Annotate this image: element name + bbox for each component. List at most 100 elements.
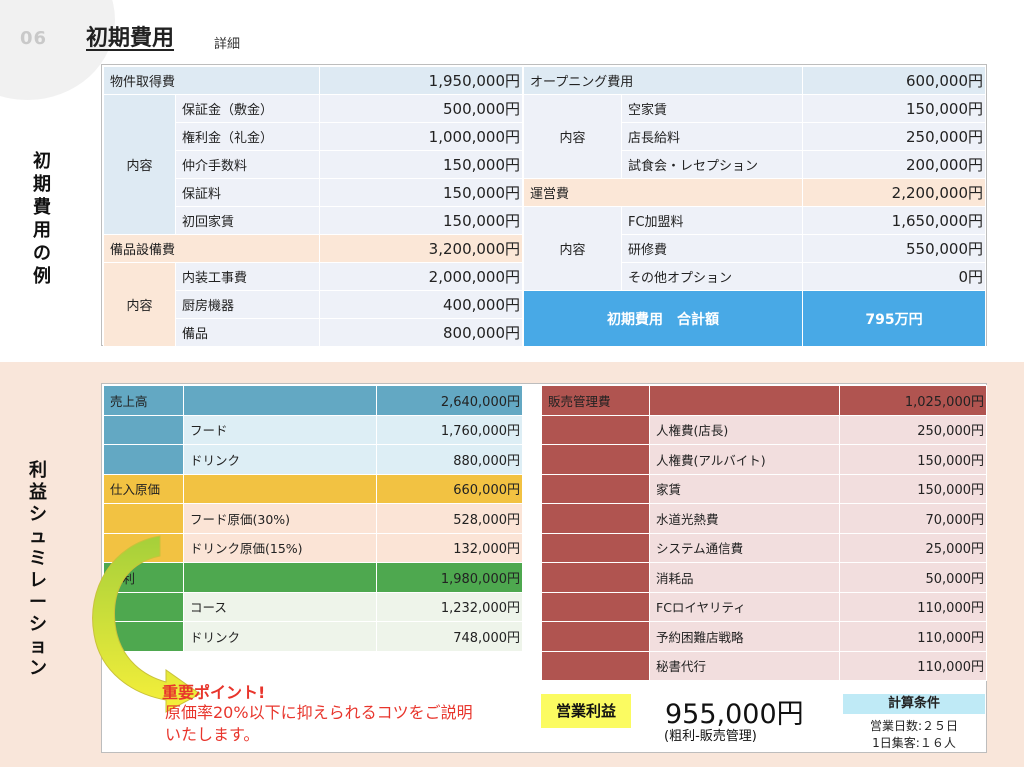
gross-profit-value: 1,980,000円 xyxy=(376,562,523,593)
table-row: 仕入原価 660,000円 xyxy=(103,473,523,504)
item-value: 0円 xyxy=(802,262,987,291)
item-label: 予約困難店戦略 xyxy=(649,621,840,652)
empty-cell xyxy=(541,532,650,563)
sga-value: 1,025,000円 xyxy=(839,385,987,416)
item-label: フード原価(30%) xyxy=(183,503,377,534)
operating-cost-label: 運営費 xyxy=(522,178,804,207)
item-value: 880,000円 xyxy=(376,444,523,475)
item-value: 25,000円 xyxy=(839,532,987,563)
empty-cell xyxy=(183,473,377,504)
item-value: 50,000円 xyxy=(839,562,987,593)
side-label-char: 用 xyxy=(33,220,51,241)
item-label: 仲介手数料 xyxy=(174,150,321,179)
point-line-1: 原価率20%以下に抑えられるコツをご説明 xyxy=(165,703,473,722)
gross-profit-label: 粗利 xyxy=(103,562,184,593)
item-label: 保証料 xyxy=(174,178,321,207)
sales-table: 売上高 2,640,000円 フード 1,760,000円 ドリンク 880,0… xyxy=(103,385,523,652)
side-label-char: 例 xyxy=(33,266,51,287)
sales-label: 売上高 xyxy=(103,385,184,416)
item-label: FC加盟料 xyxy=(620,206,804,235)
item-label: FCロイヤリティ xyxy=(649,591,840,622)
table-row: 家賃 150,000円 xyxy=(541,473,987,504)
item-label: 店長給料 xyxy=(620,122,804,151)
table-row: 内容 空家賃 150,000円 xyxy=(523,94,987,179)
item-value: 1,232,000円 xyxy=(376,591,523,622)
initial-cost-right-table: オープニング費用 600,000円 内容 空家賃 150,000円 店長給料 2… xyxy=(522,66,987,347)
item-label: 研修費 xyxy=(620,234,804,263)
table-row: 初回家賃 150,000円 xyxy=(103,206,524,235)
item-label: 消耗品 xyxy=(649,562,840,593)
operating-group-label: 内容 xyxy=(523,206,622,291)
side-label-char: の xyxy=(33,243,51,264)
acquisition-group-label: 内容 xyxy=(103,94,176,235)
empty-cell xyxy=(541,562,650,593)
empty-cell xyxy=(541,414,650,445)
table-row: 消耗品 50,000円 xyxy=(541,562,987,593)
item-label: 家賃 xyxy=(649,473,840,504)
opening-group-label: 内容 xyxy=(523,94,622,179)
table-row: FCロイヤリティ 110,000円 xyxy=(541,591,987,622)
sga-table: 販売管理費 1,025,000円 人権費(店長) 250,000円 人権費(アルバ… xyxy=(541,385,987,681)
item-value: 2,000,000円 xyxy=(319,262,524,291)
item-label: 人権費(店長) xyxy=(649,414,840,445)
item-value: 150,000円 xyxy=(319,206,524,235)
item-label: 内装工事費 xyxy=(174,262,321,291)
cost-label: 仕入原価 xyxy=(103,473,184,504)
item-label: 秘書代行 xyxy=(649,650,840,681)
item-label: 権利金（礼金） xyxy=(174,122,321,151)
page-title: 初期費用 xyxy=(86,26,175,51)
total-row: 初期費用 合計額 795万円 xyxy=(522,290,987,347)
side-label-char: シ xyxy=(29,504,47,525)
point-line-2: いたします。 xyxy=(165,725,260,744)
table-row: フード 1,760,000円 xyxy=(103,414,523,445)
table-row: ドリンク 748,000円 xyxy=(103,621,523,652)
sga-label: 販売管理費 xyxy=(541,385,650,416)
table-row: 内容 保証金（敷金） 500,000円 xyxy=(103,94,524,235)
profit-simulation-side-label: 利益シュミレーション xyxy=(26,460,50,680)
side-label-char: 費 xyxy=(33,197,51,218)
item-value: 528,000円 xyxy=(376,503,523,534)
table-row: 内容 FC加盟料 1,650,000円 xyxy=(523,206,987,291)
table-row: 水道光熱費 70,000円 xyxy=(541,503,987,534)
item-label: 厨房機器 xyxy=(174,290,321,319)
conditions-line-2: 1日集客:１６人 xyxy=(872,736,956,750)
item-value: 110,000円 xyxy=(839,621,987,652)
side-label-char: シ xyxy=(29,614,47,635)
item-value: 400,000円 xyxy=(319,290,524,319)
item-value: 1,000,000円 xyxy=(319,122,524,151)
page-number: 06 xyxy=(20,28,48,49)
table-row: 販売管理費 1,025,000円 xyxy=(541,385,987,416)
initial-cost-side-label: 初期費用の例 xyxy=(30,150,54,288)
table-row: ドリンク原価(15%) 132,000円 xyxy=(103,532,523,563)
item-label: その他オプション xyxy=(620,262,804,291)
item-label: 空家賃 xyxy=(620,94,804,123)
operating-cost-value: 2,200,000円 xyxy=(802,178,987,207)
side-label-char: 益 xyxy=(29,482,47,503)
item-label: コース xyxy=(183,591,377,622)
table-row: システム通信費 25,000円 xyxy=(541,532,987,563)
item-label: 備品 xyxy=(174,318,321,347)
table-row: 秘書代行 110,000円 xyxy=(541,650,987,681)
item-value: 150,000円 xyxy=(319,150,524,179)
table-row: コース 1,232,000円 xyxy=(103,591,523,622)
item-value: 110,000円 xyxy=(839,650,987,681)
item-value: 1,760,000円 xyxy=(376,414,523,445)
item-value: 200,000円 xyxy=(802,150,987,179)
empty-cell xyxy=(103,414,184,445)
item-value: 132,000円 xyxy=(376,532,523,563)
table-row: 運営費 2,200,000円 xyxy=(522,178,987,207)
item-label: 試食会・レセプション xyxy=(620,150,804,179)
sales-value: 2,640,000円 xyxy=(376,385,523,416)
side-label-char: 期 xyxy=(33,174,51,195)
item-value: 800,000円 xyxy=(319,318,524,347)
table-row: 研修費 550,000円 xyxy=(523,234,987,263)
initial-cost-left-table: 物件取得費 1,950,000円 内容 保証金（敷金） 500,000円 権利金… xyxy=(102,66,524,347)
side-label-char: ミ xyxy=(29,548,47,569)
side-label-char: ン xyxy=(29,658,47,679)
equipment-label: 備品設備費 xyxy=(102,234,321,263)
curved-arrow-icon xyxy=(92,535,201,713)
item-value: 1,650,000円 xyxy=(802,206,987,235)
empty-cell xyxy=(541,591,650,622)
item-label: ドリンク xyxy=(183,444,377,475)
